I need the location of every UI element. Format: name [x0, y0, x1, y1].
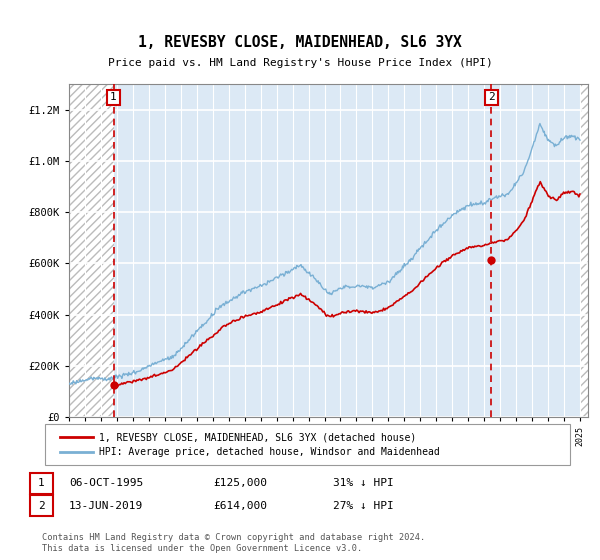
Text: 1: 1 [38, 478, 45, 488]
Text: HPI: Average price, detached house, Windsor and Maidenhead: HPI: Average price, detached house, Wind… [99, 447, 440, 458]
Text: Price paid vs. HM Land Registry's House Price Index (HPI): Price paid vs. HM Land Registry's House … [107, 58, 493, 68]
Text: Contains HM Land Registry data © Crown copyright and database right 2024.
This d: Contains HM Land Registry data © Crown c… [42, 534, 425, 553]
Text: 2: 2 [488, 92, 495, 102]
Bar [580, 84, 588, 417]
Text: 2: 2 [38, 501, 45, 511]
Text: 1: 1 [110, 92, 117, 102]
Bar [69, 84, 113, 417]
Text: 31% ↓ HPI: 31% ↓ HPI [333, 478, 394, 488]
Text: 06-OCT-1995: 06-OCT-1995 [69, 478, 143, 488]
Text: 1, REVESBY CLOSE, MAIDENHEAD, SL6 3YX (detached house): 1, REVESBY CLOSE, MAIDENHEAD, SL6 3YX (d… [99, 432, 416, 442]
Text: 27% ↓ HPI: 27% ↓ HPI [333, 501, 394, 511]
Text: 13-JUN-2019: 13-JUN-2019 [69, 501, 143, 511]
Text: 1, REVESBY CLOSE, MAIDENHEAD, SL6 3YX: 1, REVESBY CLOSE, MAIDENHEAD, SL6 3YX [138, 35, 462, 50]
Text: £125,000: £125,000 [213, 478, 267, 488]
Text: £614,000: £614,000 [213, 501, 267, 511]
